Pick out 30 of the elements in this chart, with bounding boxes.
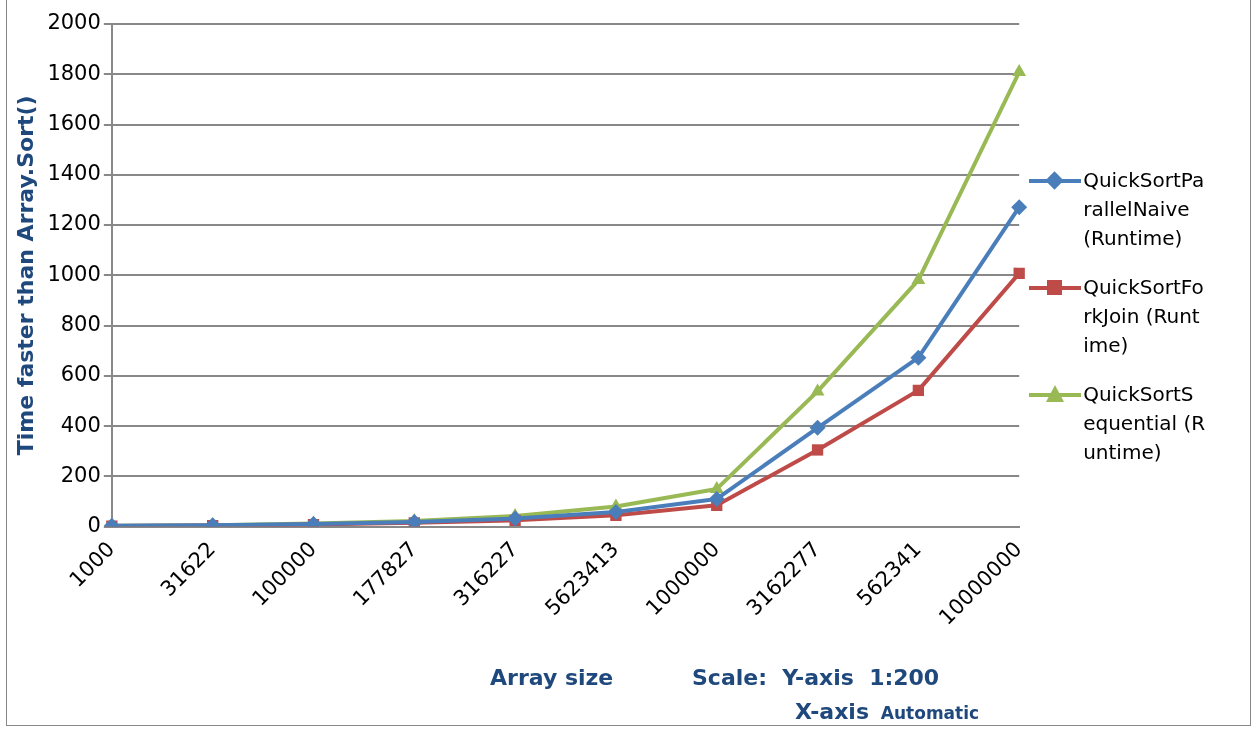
y-tick-label: 200 [60, 462, 101, 487]
y-tick-label: 2000 [47, 10, 101, 35]
y-tick-label: 1600 [47, 110, 101, 135]
text: Scale: Y-axis 1:200 [692, 665, 940, 690]
y-tick-label: 1000 [47, 261, 101, 286]
point [1011, 199, 1028, 216]
x-axis-title: Array size [490, 665, 614, 690]
point [607, 504, 624, 521]
y-tick-label: 1800 [47, 60, 101, 85]
y-tick-label: 1400 [47, 161, 101, 186]
legend-label: QuickSortParallelNaive (Runtime) [1083, 167, 1206, 252]
point [809, 419, 826, 436]
point [912, 384, 925, 397]
point [910, 349, 927, 366]
point [810, 383, 825, 396]
legend-label: QuickSortSequential (Runtime) [1083, 381, 1206, 466]
legend-label: QuickSortForkJoin (Runtime) [1083, 274, 1205, 359]
point [1013, 267, 1025, 279]
point [709, 480, 724, 493]
y-tick-label: 400 [60, 412, 101, 437]
point [708, 490, 725, 507]
point [911, 272, 926, 285]
y-tick-label: 800 [60, 312, 101, 337]
y-tick-label: 600 [60, 362, 101, 387]
y-tick-label: 0 [87, 513, 101, 538]
y-axis-title: Time faster than Array.Sort() [12, 95, 38, 456]
y-tick-label: 1200 [47, 211, 101, 236]
text: X-axis Automatic [795, 699, 980, 724]
point [507, 510, 524, 527]
point [811, 444, 824, 456]
